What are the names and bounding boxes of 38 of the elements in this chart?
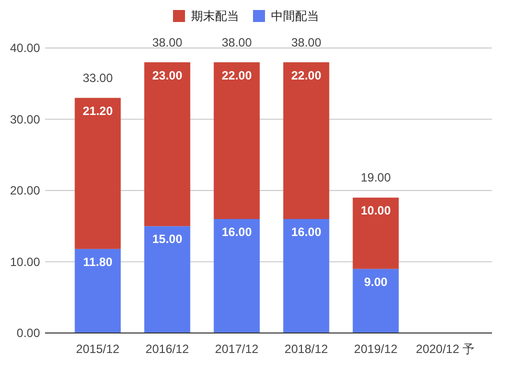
bar <box>352 268 399 333</box>
y-tick-label: 10.00 <box>10 254 40 269</box>
total-label: 38.00 <box>291 35 322 50</box>
y-tick-label: 40.00 <box>10 41 40 55</box>
data-label: 11.80 <box>83 254 113 269</box>
x-tick-label: 2020/12 予 <box>416 342 475 356</box>
data-label: 16.00 <box>222 225 252 239</box>
bar <box>283 219 330 333</box>
bar <box>214 62 260 219</box>
data-label: 9.00 <box>364 274 388 289</box>
x-tick-label: 2016/12 <box>146 342 190 356</box>
x-tick-label: 2015/12 <box>76 342 120 356</box>
total-label: 19.00 <box>360 170 392 185</box>
total-label: 33.00 <box>82 70 114 85</box>
data-label: 22.00 <box>291 68 322 82</box>
bar <box>144 226 190 333</box>
x-tick-label: 2017/12 <box>215 342 259 356</box>
y-tick-label: 0.00 <box>16 326 40 340</box>
x-tick-label: 2018/12 <box>284 342 328 356</box>
legend-label: 中間配当 <box>271 9 319 23</box>
y-tick-label: 30.00 <box>10 112 40 126</box>
bar <box>283 62 330 219</box>
bar <box>74 248 121 333</box>
legend-label: 期末配当 <box>191 9 239 23</box>
total-label: 38.00 <box>222 35 252 50</box>
data-label: 15.00 <box>152 232 183 246</box>
bar <box>74 98 121 249</box>
y-tick-label: 20.00 <box>10 184 40 198</box>
bar <box>144 62 190 226</box>
data-label: 16.00 <box>291 225 322 239</box>
data-label: 10.00 <box>360 204 392 218</box>
data-label: 23.00 <box>152 68 183 82</box>
bar <box>214 219 260 333</box>
data-label: 22.00 <box>222 68 252 82</box>
total-label: 38.00 <box>152 35 183 50</box>
x-tick-label: 2019/12 <box>354 342 398 356</box>
bar <box>352 198 399 269</box>
data-label: 21.20 <box>82 104 114 118</box>
